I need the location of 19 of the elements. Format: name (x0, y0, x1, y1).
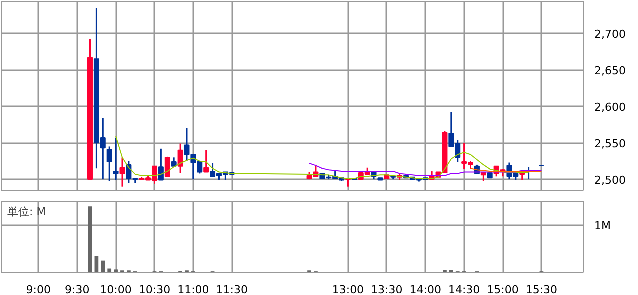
x-tick-label: 14:00 (410, 284, 442, 295)
x-tick-label: 11:30 (216, 284, 248, 295)
x-tick-label: 10:30 (138, 284, 171, 295)
x-tick-label: 11:00 (178, 284, 210, 295)
y-tick-label: 2,650 (594, 64, 626, 78)
x-tick-label: 13:00 (332, 284, 364, 295)
x-tick-label: 9:30 (64, 284, 90, 295)
y-tick-label: 2,500 (594, 174, 626, 188)
x-tick-label: 15:00 (487, 284, 519, 295)
y-tick-label: 1M (594, 219, 611, 232)
annotation: 単位: M (8, 206, 46, 218)
y-tick-label: 2,550 (594, 138, 626, 151)
x-tick-label: 10:00 (100, 284, 132, 295)
y-tick-label: 2,600 (594, 101, 626, 114)
x-tick-label: 14:30 (448, 284, 480, 295)
x-tick-label: 9:00 (26, 284, 51, 295)
x-tick-label: 13:30 (371, 284, 403, 295)
x-tick-label: 15:30 (526, 284, 558, 295)
y-tick-label: 2,700 (594, 28, 626, 42)
